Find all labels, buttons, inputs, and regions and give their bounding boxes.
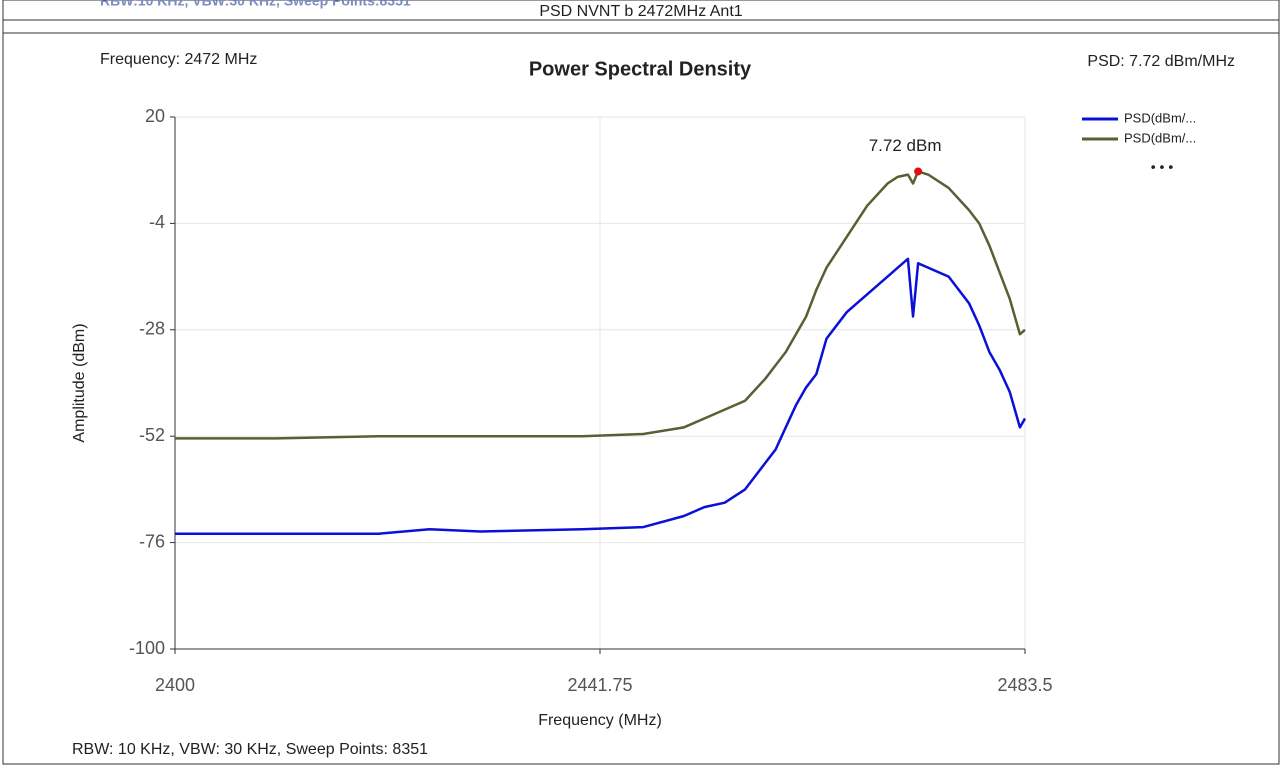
header: PSD NVNT b 2472MHz Ant1 bbox=[539, 3, 742, 20]
x-tick-label: 2441.75 bbox=[567, 675, 632, 695]
info-left: Frequency: 2472 MHz bbox=[100, 51, 257, 68]
legend-label: PSD(dBm/... bbox=[1124, 110, 1196, 125]
y-tick-label: 20 bbox=[145, 106, 165, 126]
y-tick-label: -28 bbox=[139, 319, 165, 339]
x-tick-label: 2483.5 bbox=[997, 675, 1052, 695]
y-tick-label: -4 bbox=[149, 212, 165, 232]
peak-marker bbox=[914, 167, 923, 176]
peak-label: 7.72 dBm bbox=[869, 136, 942, 155]
y-tick-label: -52 bbox=[139, 425, 165, 445]
top-note: RBW:10 KHz, VBW:30 KHz, Sweep Points:835… bbox=[100, 0, 411, 9]
x-axis-label: Frequency (MHz) bbox=[538, 712, 662, 729]
x-tick-label: 2400 bbox=[155, 675, 195, 695]
y-axis-label: Amplitude (dBm) bbox=[71, 323, 88, 442]
y-tick-label: -100 bbox=[129, 638, 165, 658]
series-line bbox=[175, 257, 1027, 535]
info-right: PSD: 7.72 dBm/MHz bbox=[1087, 53, 1235, 70]
legend-more: • • • bbox=[1151, 159, 1174, 175]
footer: RBW: 10 KHz, VBW: 30 KHz, Sweep Points: … bbox=[72, 741, 428, 758]
legend-label: PSD(dBm/... bbox=[1124, 130, 1196, 145]
series-line bbox=[175, 170, 1026, 440]
chart-title: Power Spectral Density bbox=[529, 58, 752, 80]
y-tick-label: -76 bbox=[139, 531, 165, 551]
